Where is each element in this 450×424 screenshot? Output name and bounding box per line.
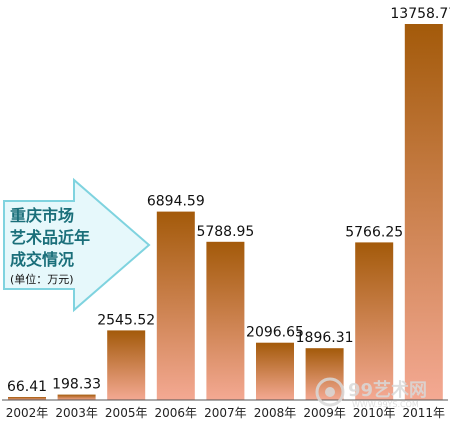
bars-layer — [8, 24, 443, 400]
bar-2008年 — [256, 342, 294, 400]
watermark-logo: 99艺术网 WWW.99YS.COM — [315, 377, 427, 409]
bar-2009年 — [305, 348, 344, 400]
value-label-2009年: 1896.31 — [296, 330, 354, 346]
x-tick-label-2011年: 2011年 — [403, 406, 446, 420]
value-label-2005年: 2545.52 — [97, 312, 155, 328]
bar-2003年 — [57, 394, 96, 400]
callout-unit: (单位：万元) — [10, 272, 74, 286]
bar-2002年 — [8, 397, 46, 400]
x-tick-label-2002年: 2002年 — [6, 406, 49, 420]
x-tick-labels-layer: 2002年 2003年 2005年 2006年 2007年 2008年 2009年 2010年… — [6, 406, 445, 420]
bar-2011年 — [404, 24, 443, 400]
callout-arrow-shape — [3, 177, 151, 313]
x-tick-label-2006年: 2006年 — [155, 406, 198, 420]
x-tick-label-2010年: 2010年 — [353, 406, 396, 420]
bar-2005年 — [107, 330, 146, 400]
value-label-2006年: 6894.59 — [147, 194, 205, 210]
value-label-2011年: 13758.77 — [390, 6, 450, 22]
callout-line-1: 重庆市场 — [10, 206, 74, 225]
callout-line-2: 艺术品近年 — [10, 228, 90, 247]
watermark-inner-icon — [325, 387, 335, 397]
bar-2010年 — [355, 242, 394, 400]
watermark-subtext: WWW.99YS.COM — [352, 400, 419, 409]
x-tick-label-2008年: 2008年 — [254, 406, 297, 420]
value-label-2007年: 5788.95 — [196, 224, 254, 240]
x-tick-label-2003年: 2003年 — [55, 406, 98, 420]
callout-line-3: 成交情况 — [10, 250, 74, 269]
watermark-circle-icon — [315, 377, 345, 407]
callout-arrow: 重庆市场 艺术品近年 成交情况 (单位：万元) — [3, 177, 151, 313]
x-tick-label-2007年: 2007年 — [204, 406, 247, 420]
value-label-2008年: 2096.65 — [246, 325, 304, 341]
value-label-2002年: 66.41 — [7, 379, 47, 395]
value-label-2010年: 5766.25 — [345, 224, 403, 240]
value-label-2003年: 198.33 — [52, 377, 101, 393]
x-tick-label-2005年: 2005年 — [105, 406, 148, 420]
watermark-text: 99艺术网 — [348, 379, 427, 401]
x-tick-label-2009年: 2009年 — [303, 406, 346, 420]
value-labels-layer: 66.41 198.332545.526894.595788.952096.651… — [7, 6, 450, 395]
bar-2007年 — [206, 241, 245, 400]
bar-2006年 — [156, 211, 195, 400]
